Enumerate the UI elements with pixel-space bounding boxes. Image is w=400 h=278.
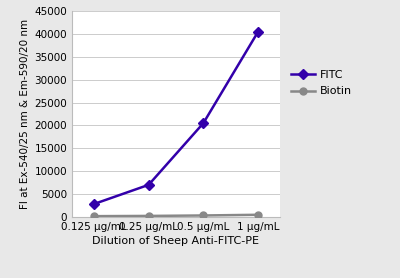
Legend: FITC, Biotin: FITC, Biotin: [288, 66, 355, 100]
Biotin: [201, 214, 206, 217]
Biotin: [146, 214, 151, 218]
FITC: [256, 30, 260, 33]
Y-axis label: Fl at Ex-540/25 nm & Em-590/20 nm: Fl at Ex-540/25 nm & Em-590/20 nm: [20, 19, 30, 209]
Biotin: [256, 213, 260, 217]
FITC: [146, 183, 151, 187]
FITC: [201, 121, 206, 125]
Line: FITC: FITC: [90, 28, 262, 207]
FITC: [92, 202, 96, 206]
Line: Biotin: Biotin: [90, 211, 262, 220]
Biotin: [92, 215, 96, 218]
X-axis label: Dilution of Sheep Anti-FITC-PE: Dilution of Sheep Anti-FITC-PE: [92, 236, 260, 246]
